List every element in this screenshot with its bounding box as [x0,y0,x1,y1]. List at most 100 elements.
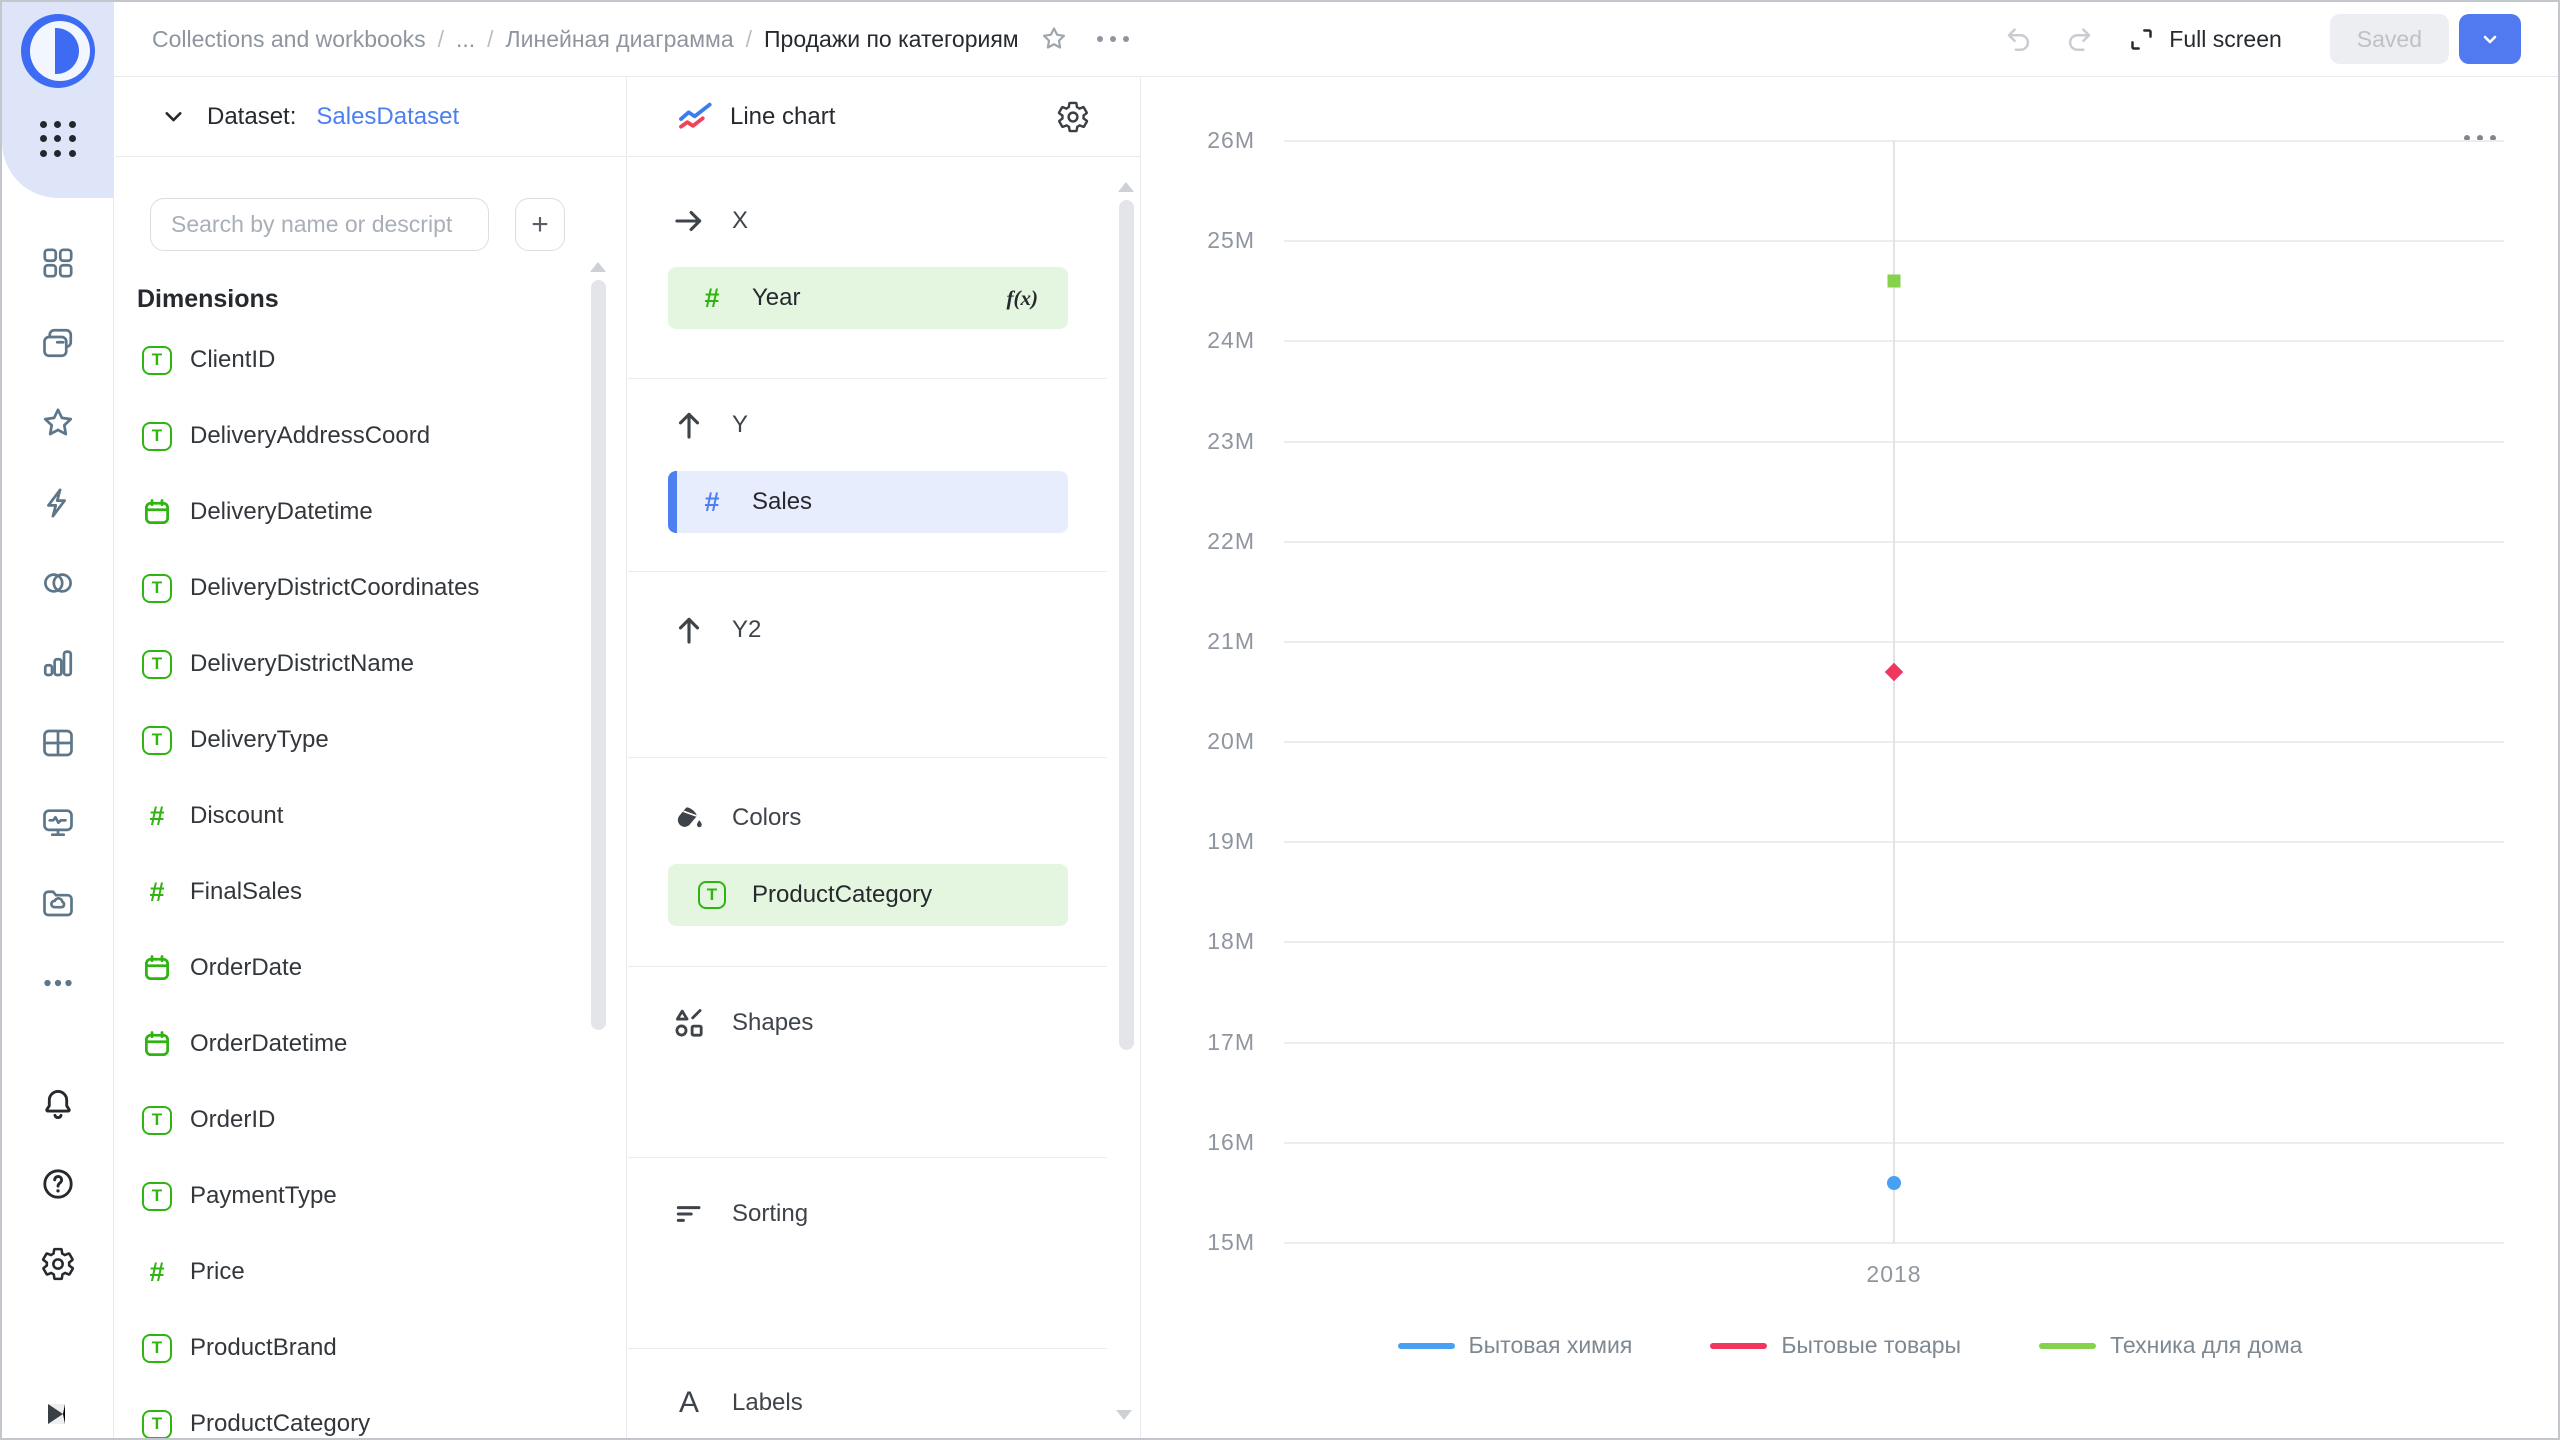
date-type-icon [145,499,169,524]
breadcrumb: Collections and workbooks / ... / Линейн… [152,25,1019,52]
scroll-up-icon[interactable] [1118,182,1134,192]
field-search-input[interactable] [150,198,489,251]
data-point-diamond[interactable] [1884,662,1904,682]
legend-item[interactable]: Бытовые товары [1710,1332,1961,1359]
sidebar-item-connections[interactable] [34,559,82,607]
bar-chart-icon [43,650,73,677]
dimension-field[interactable]: OrderDatetime [115,1006,626,1082]
folder-cloud-icon [43,890,73,917]
dimensions-heading: Dimensions [137,285,279,313]
field-chip-year[interactable]: # Year f(x) [668,267,1068,329]
legend-item[interactable]: Техника для дома [2039,1332,2302,1359]
notifications-button[interactable] [34,1080,82,1128]
y-axis-tick-label: 17M [1207,1028,1255,1055]
sidebar-item-more[interactable] [34,959,82,1007]
sidebar-bottom-nav [34,1080,82,1288]
dimension-field[interactable]: T ProductCategory [115,1386,626,1438]
help-button[interactable] [34,1160,82,1208]
shelf-x-label: X [732,207,749,234]
data-point-square[interactable] [1887,274,1901,288]
scrollbar-thumb[interactable] [590,280,606,1030]
field-chip-productcategory[interactable]: T ProductCategory [668,864,1068,926]
x-category-gridline [1893,141,1895,1243]
shelf-labels: A Labels [628,1349,1140,1423]
text-type-icon: T [142,725,172,755]
chart-settings-button[interactable] [1056,100,1090,134]
settings-button[interactable] [34,1240,82,1288]
formula-icon[interactable]: f(x) [1006,285,1038,310]
dataset-name-link[interactable]: SalesDataset [316,102,460,130]
legend-item[interactable]: Бытовая химия [1397,1332,1632,1359]
redo-button[interactable] [2064,24,2094,54]
text-type-icon: T [698,881,726,909]
dimension-field[interactable]: DeliveryDatetime [115,474,626,550]
sidebar-item-dashboards[interactable] [34,239,82,287]
dimension-field[interactable]: # FinalSales [115,854,626,930]
sidebar-item-monitoring[interactable] [34,799,82,847]
favorite-button[interactable] [1039,24,1069,54]
chart-menu-icon[interactable] [2464,135,2496,141]
y-axis-tick-label: 23M [1207,427,1255,454]
scrollbar-thumb[interactable] [1118,200,1134,1050]
shelf-y2-label: Y2 [732,616,762,643]
entry-actions-icon[interactable] [1096,36,1129,42]
sidebar-expand-icon[interactable] [48,1404,65,1424]
y-axis-tick-label: 19M [1207,828,1255,855]
dimension-field[interactable]: # Price [115,1234,626,1310]
number-type-icon: # [704,486,720,517]
sidebar-item-quick-actions[interactable] [34,479,82,527]
dimension-field[interactable]: T ProductBrand [115,1310,626,1386]
breadcrumb-ellipsis[interactable]: ... [455,25,476,52]
visualization-scrollbar[interactable] [1118,182,1134,1050]
date-type-icon [145,955,169,980]
dimension-field[interactable]: OrderDate [115,930,626,1006]
scroll-down-icon[interactable] [1116,1410,1132,1420]
sidebar-item-tables[interactable] [34,719,82,767]
scroll-up-icon[interactable] [590,262,606,272]
dataset-scrollbar[interactable] [590,262,606,1030]
dimension-field[interactable]: T DeliveryAddressCoord [115,398,626,474]
arrow-up-icon [678,617,700,644]
top-bar: Collections and workbooks / ... / Линейн… [114,2,2558,77]
undo-icon [2008,28,2030,51]
dimension-field[interactable]: T PaymentType [115,1158,626,1234]
data-point-circle[interactable] [1887,1175,1901,1190]
breadcrumb-workbook[interactable]: Линейная диаграмма [505,25,734,52]
dimension-field[interactable]: T OrderID [115,1082,626,1158]
dimension-field[interactable]: T DeliveryType [115,702,626,778]
dimension-field[interactable]: T DeliveryDistrictCoordinates [115,550,626,626]
add-field-button[interactable]: + [515,198,565,251]
shelf-labels-label: Labels [732,1389,803,1416]
shelf-sorting: Sorting [628,1158,1140,1349]
dimension-field[interactable]: T ClientID [115,322,626,398]
sidebar-item-storage[interactable] [34,879,82,927]
sidebar-item-workbooks[interactable] [34,319,82,367]
dataset-panel: Dataset: SalesDataset + Dimensions TClie… [115,77,627,1438]
sidebar-item-charts[interactable] [34,639,82,687]
arrow-right-icon [675,210,702,232]
sidebar-item-favorites[interactable] [34,399,82,447]
topbar-actions: Full screen Saved [2004,14,2521,64]
text-type-icon: T [142,1105,172,1135]
full-screen-button[interactable]: Full screen [2128,26,2282,53]
dataset-collapse-chevron[interactable] [160,103,187,130]
field-chip-sales[interactable]: # Sales [668,471,1068,533]
apps-grid-icon[interactable] [40,121,76,157]
gear-icon [41,1247,75,1281]
chart-type-selector[interactable]: Line chart [730,102,836,130]
save-button[interactable]: Saved [2329,14,2449,64]
save-dropdown-button[interactable] [2459,14,2521,64]
chevron-down-icon [2483,35,2497,44]
datalens-logo[interactable] [21,14,95,88]
undo-button[interactable] [2004,24,2034,54]
y-axis-tick-label: 21M [1207,627,1255,654]
shelf-colors: Colors T ProductCategory [628,758,1140,967]
paint-bucket-icon [677,807,702,828]
date-type-icon [145,1031,169,1056]
shelf-x: X # Year f(x) [628,157,1140,379]
shelf-colors-label: Colors [732,804,802,831]
dimension-field[interactable]: T DeliveryDistrictName [115,626,626,702]
dimension-field[interactable]: # Discount [115,778,626,854]
breadcrumb-collections[interactable]: Collections and workbooks [152,25,426,52]
